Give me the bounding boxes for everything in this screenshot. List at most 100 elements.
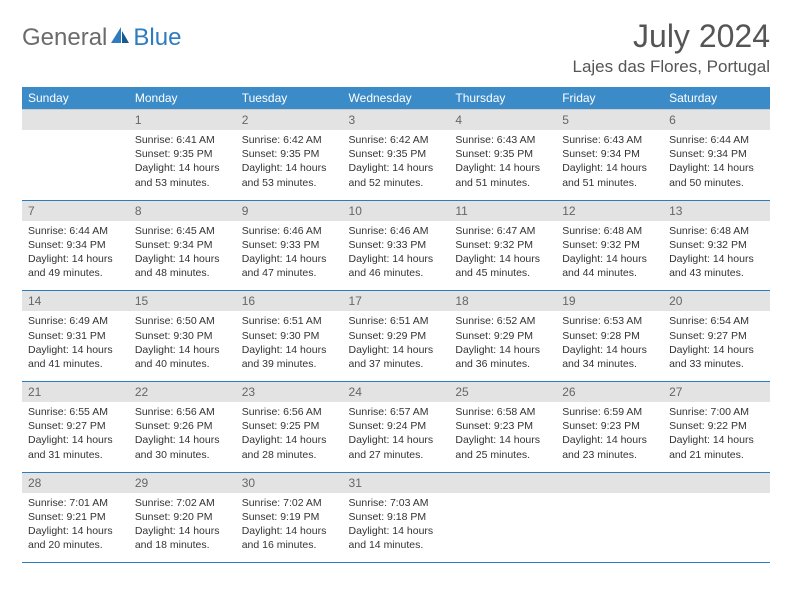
sunset-line: Sunset: 9:19 PM [242,510,337,524]
daylight-line: Daylight: 14 hours and 28 minutes. [242,433,337,461]
day-number-cell: 17 [343,291,450,312]
day-content-cell: Sunrise: 6:49 AMSunset: 9:31 PMDaylight:… [22,311,129,381]
day-content-cell: Sunrise: 6:43 AMSunset: 9:35 PMDaylight:… [449,130,556,200]
sunrise-line: Sunrise: 6:51 AM [349,314,444,328]
day-content-cell: Sunrise: 6:41 AMSunset: 9:35 PMDaylight:… [129,130,236,200]
sunrise-line: Sunrise: 7:01 AM [28,496,123,510]
day-number-cell: 3 [343,110,450,131]
day-content-cell: Sunrise: 6:56 AMSunset: 9:25 PMDaylight:… [236,402,343,472]
sunset-line: Sunset: 9:35 PM [135,147,230,161]
sunrise-line: Sunrise: 6:50 AM [135,314,230,328]
sunrise-line: Sunrise: 6:57 AM [349,405,444,419]
sunset-line: Sunset: 9:28 PM [562,329,657,343]
day-content-cell: Sunrise: 6:46 AMSunset: 9:33 PMDaylight:… [236,221,343,291]
sunrise-line: Sunrise: 6:46 AM [349,224,444,238]
day-number-cell: 19 [556,291,663,312]
sunrise-line: Sunrise: 6:59 AM [562,405,657,419]
daylight-line: Daylight: 14 hours and 51 minutes. [455,161,550,189]
weekday-header: Tuesday [236,87,343,110]
sunset-line: Sunset: 9:34 PM [28,238,123,252]
sunset-line: Sunset: 9:35 PM [455,147,550,161]
day-content-cell: Sunrise: 6:45 AMSunset: 9:34 PMDaylight:… [129,221,236,291]
day-number-row: 78910111213 [22,200,770,221]
sail-icon [109,24,131,52]
daylight-line: Daylight: 14 hours and 44 minutes. [562,252,657,280]
calendar-table: SundayMondayTuesdayWednesdayThursdayFrid… [22,87,770,563]
sunset-line: Sunset: 9:34 PM [562,147,657,161]
day-number-row: 123456 [22,110,770,131]
day-content-cell: Sunrise: 6:54 AMSunset: 9:27 PMDaylight:… [663,311,770,381]
day-content-row: Sunrise: 6:41 AMSunset: 9:35 PMDaylight:… [22,130,770,200]
day-content-cell [449,493,556,563]
sunset-line: Sunset: 9:24 PM [349,419,444,433]
sunrise-line: Sunrise: 7:02 AM [135,496,230,510]
daylight-line: Daylight: 14 hours and 37 minutes. [349,343,444,371]
sunrise-line: Sunrise: 6:47 AM [455,224,550,238]
day-number-cell: 30 [236,472,343,493]
sunset-line: Sunset: 9:32 PM [455,238,550,252]
sunrise-line: Sunrise: 6:53 AM [562,314,657,328]
daylight-line: Daylight: 14 hours and 53 minutes. [135,161,230,189]
daylight-line: Daylight: 14 hours and 41 minutes. [28,343,123,371]
day-number-cell [449,472,556,493]
day-content-cell: Sunrise: 6:51 AMSunset: 9:30 PMDaylight:… [236,311,343,381]
brand-part2: Blue [133,24,181,52]
sunrise-line: Sunrise: 6:44 AM [669,133,764,147]
day-content-cell: Sunrise: 6:46 AMSunset: 9:33 PMDaylight:… [343,221,450,291]
day-number-cell: 25 [449,382,556,403]
day-number-cell: 8 [129,200,236,221]
sunrise-line: Sunrise: 6:49 AM [28,314,123,328]
day-content-cell: Sunrise: 6:48 AMSunset: 9:32 PMDaylight:… [663,221,770,291]
daylight-line: Daylight: 14 hours and 43 minutes. [669,252,764,280]
sunset-line: Sunset: 9:18 PM [349,510,444,524]
sunrise-line: Sunrise: 6:56 AM [135,405,230,419]
sunrise-line: Sunrise: 6:54 AM [669,314,764,328]
day-number-cell: 29 [129,472,236,493]
sunset-line: Sunset: 9:23 PM [455,419,550,433]
day-content-cell: Sunrise: 6:50 AMSunset: 9:30 PMDaylight:… [129,311,236,381]
day-number-cell [22,110,129,131]
sunrise-line: Sunrise: 6:42 AM [349,133,444,147]
daylight-line: Daylight: 14 hours and 27 minutes. [349,433,444,461]
day-number-row: 21222324252627 [22,382,770,403]
daylight-line: Daylight: 14 hours and 49 minutes. [28,252,123,280]
day-number-cell: 9 [236,200,343,221]
day-content-cell: Sunrise: 6:52 AMSunset: 9:29 PMDaylight:… [449,311,556,381]
brand-part1: General [22,24,107,52]
sunset-line: Sunset: 9:30 PM [242,329,337,343]
day-number-cell: 15 [129,291,236,312]
day-number-cell: 22 [129,382,236,403]
day-content-cell: Sunrise: 6:58 AMSunset: 9:23 PMDaylight:… [449,402,556,472]
daylight-line: Daylight: 14 hours and 36 minutes. [455,343,550,371]
daylight-line: Daylight: 14 hours and 51 minutes. [562,161,657,189]
calendar-body: 123456Sunrise: 6:41 AMSunset: 9:35 PMDay… [22,110,770,563]
day-content-cell: Sunrise: 6:47 AMSunset: 9:32 PMDaylight:… [449,221,556,291]
day-number-cell: 24 [343,382,450,403]
day-number-cell: 16 [236,291,343,312]
weekday-header: Wednesday [343,87,450,110]
sunset-line: Sunset: 9:32 PM [669,238,764,252]
sunset-line: Sunset: 9:33 PM [242,238,337,252]
sunrise-line: Sunrise: 6:42 AM [242,133,337,147]
location-label: Lajes das Flores, Portugal [573,57,771,77]
day-content-cell: Sunrise: 6:57 AMSunset: 9:24 PMDaylight:… [343,402,450,472]
day-number-row: 28293031 [22,472,770,493]
daylight-line: Daylight: 14 hours and 31 minutes. [28,433,123,461]
sunrise-line: Sunrise: 7:02 AM [242,496,337,510]
day-number-cell [556,472,663,493]
day-content-cell: Sunrise: 6:48 AMSunset: 9:32 PMDaylight:… [556,221,663,291]
sunrise-line: Sunrise: 7:03 AM [349,496,444,510]
day-number-cell: 21 [22,382,129,403]
sunset-line: Sunset: 9:29 PM [349,329,444,343]
day-content-row: Sunrise: 6:49 AMSunset: 9:31 PMDaylight:… [22,311,770,381]
day-number-row: 14151617181920 [22,291,770,312]
sunrise-line: Sunrise: 6:52 AM [455,314,550,328]
day-content-cell: Sunrise: 6:56 AMSunset: 9:26 PMDaylight:… [129,402,236,472]
day-content-cell: Sunrise: 6:44 AMSunset: 9:34 PMDaylight:… [22,221,129,291]
daylight-line: Daylight: 14 hours and 50 minutes. [669,161,764,189]
sunset-line: Sunset: 9:30 PM [135,329,230,343]
daylight-line: Daylight: 14 hours and 45 minutes. [455,252,550,280]
daylight-line: Daylight: 14 hours and 47 minutes. [242,252,337,280]
weekday-header: Sunday [22,87,129,110]
weekday-header: Monday [129,87,236,110]
